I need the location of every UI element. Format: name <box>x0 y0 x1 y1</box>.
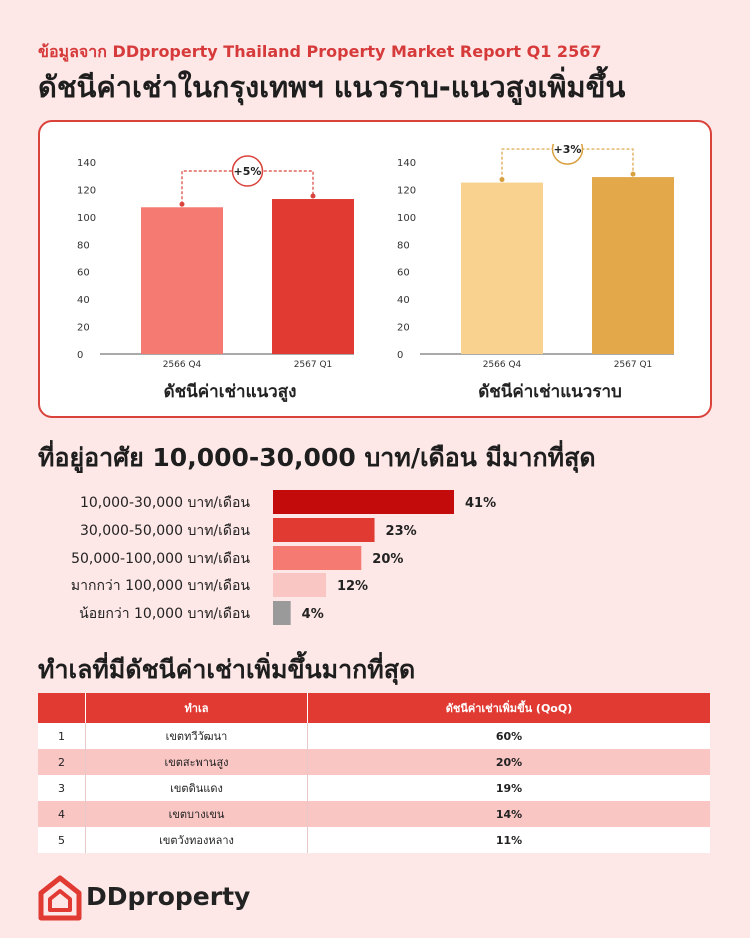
table-row: 4 เขตบางเขน 14% <box>38 801 710 827</box>
price-range-value: 12% <box>337 579 368 594</box>
highrise-ytick: 100 <box>77 213 96 224</box>
brand-name: DDproperty <box>86 882 251 911</box>
highrise-ytick: 0 <box>77 350 83 361</box>
table-row: 3 เขตดินแดง 19% <box>38 775 710 801</box>
price-range-chart: 10,000-30,000 บาท/เดือน 41% 30,000-50,000 … <box>71 490 496 625</box>
price-range-bar <box>273 546 362 570</box>
chart-highrise-caption: ดัชนีค่าเช่าแนวสูง <box>163 382 297 402</box>
lowrise-ytick: 140 <box>397 158 416 169</box>
price-range-bar <box>273 573 326 597</box>
price-range-label: น้อยกว่า 10,000 บาท/เดือน <box>79 606 250 622</box>
highrise-xtick: 2567 Q1 <box>294 360 333 370</box>
highrise-ytick: 60 <box>77 268 90 279</box>
price-range-value: 20% <box>372 552 403 567</box>
header-area: ทำเล <box>85 693 308 723</box>
highrise-bar <box>141 207 223 354</box>
lowrise-change-badge <box>551 144 584 165</box>
price-range-label: 30,000-50,000 บาท/เดือน <box>80 523 250 539</box>
price-range-value: 41% <box>465 496 496 511</box>
highrise-dot <box>310 193 316 199</box>
chart-lowrise-caption: ดัชนีค่าเช่าแนวราบ <box>478 382 622 402</box>
highrise-connector <box>181 170 314 205</box>
highrise-ytick: 120 <box>77 185 96 196</box>
chart-lowrise: 0 20 40 60 80 100 120 140 2566 Q4 2567 Q1 +3% <box>397 144 674 370</box>
row-area: เขตดินแดง <box>85 775 308 801</box>
area-table: ทำเล ดัชนีค่าเช่าเพิ่มขึ้น (QoQ) 1 เขตทว… <box>38 693 710 853</box>
price-range-title: ที่อยู่อาศัย 10,000-30,000 บาท/เดือน มีม… <box>38 443 596 472</box>
price-range-bar <box>273 601 291 625</box>
highrise-ytick: 40 <box>77 295 90 306</box>
lowrise-ytick: 120 <box>397 185 416 196</box>
price-range-bar <box>273 490 454 514</box>
lowrise-dot <box>499 177 505 183</box>
highrise-ytick: 80 <box>77 240 90 251</box>
row-rank: 5 <box>38 827 86 853</box>
area-table-title: ทำเลที่มีดัชนีค่าเช่าเพิ่มขึ้นมากที่สุด <box>38 655 416 684</box>
lowrise-ytick: 0 <box>397 350 403 361</box>
lowrise-ytick: 100 <box>397 213 416 224</box>
header-change: ดัชนีค่าเช่าเพิ่มขึ้น (QoQ) <box>307 693 710 723</box>
price-range-value: 23% <box>386 524 417 539</box>
lowrise-xtick: 2567 Q1 <box>614 360 653 370</box>
highrise-ytick: 20 <box>77 323 90 334</box>
row-rank: 3 <box>38 775 86 801</box>
table-header-row: ทำเล ดัชนีค่าเช่าเพิ่มขึ้น (QoQ) <box>38 693 710 723</box>
price-range-label: 10,000-30,000 บาท/เดือน <box>80 495 250 511</box>
lowrise-ytick: 40 <box>397 295 410 306</box>
row-change: 60% <box>307 723 710 749</box>
header-rank <box>38 693 86 723</box>
table-row: 1 เขตทวีวัฒนา 60% <box>38 723 710 749</box>
source-prefix: ข้อมูลจาก <box>38 42 107 61</box>
row-change: 11% <box>307 827 710 853</box>
row-rank: 1 <box>38 723 86 749</box>
row-area: เขตทวีวัฒนา <box>85 723 308 749</box>
price-range-bar <box>273 518 375 542</box>
lowrise-change-label: +3% <box>554 144 582 156</box>
source-name: DDproperty Thailand Property Market Repo… <box>112 42 602 61</box>
highrise-bar <box>272 199 354 354</box>
page-title: ดัชนีค่าเช่าในกรุงเทพฯ แนวราบ-แนวสูงเพิ่… <box>38 70 626 104</box>
row-rank: 4 <box>38 801 86 827</box>
row-change: 19% <box>307 775 710 801</box>
table-row: 2 เขตสะพานสูง 20% <box>38 749 710 775</box>
price-range-value: 4% <box>302 607 324 622</box>
lowrise-bar <box>461 182 543 354</box>
highrise-ytick: 140 <box>77 158 96 169</box>
lowrise-ytick: 60 <box>397 268 410 279</box>
lowrise-ytick: 80 <box>397 240 410 251</box>
chart-highrise: 0 20 40 60 80 100 120 140 2566 Q4 2567 Q1 +5% <box>77 155 354 370</box>
highrise-change-badge <box>231 155 264 187</box>
row-change: 14% <box>307 801 710 827</box>
highrise-dot <box>179 201 185 207</box>
price-range-label: มากกว่า 100,000 บาท/เดือน <box>71 578 251 594</box>
lowrise-xtick: 2566 Q4 <box>483 360 522 370</box>
ddproperty-logo-icon <box>38 875 82 921</box>
row-area: เขตวังทองหลาง <box>85 827 308 853</box>
lowrise-dot <box>630 171 636 177</box>
price-range-label: 50,000-100,000 บาท/เดือน <box>71 551 250 567</box>
chart-panel: 0 20 40 60 80 100 120 140 2566 Q4 2567 Q1 +5% 0 20 4… <box>38 120 712 418</box>
row-rank: 2 <box>38 749 86 775</box>
highrise-xtick: 2566 Q4 <box>163 360 202 370</box>
source-line: ข้อมูลจาก DDproperty Thailand Property M… <box>38 40 601 65</box>
table-row: 5 เขตวังทองหลาง 11% <box>38 827 710 853</box>
lowrise-bar <box>592 177 674 354</box>
row-change: 20% <box>307 749 710 775</box>
lowrise-ytick: 20 <box>397 323 410 334</box>
row-area: เขตสะพานสูง <box>85 749 308 775</box>
row-area: เขตบางเขน <box>85 801 308 827</box>
highrise-change-label: +5% <box>234 165 262 178</box>
